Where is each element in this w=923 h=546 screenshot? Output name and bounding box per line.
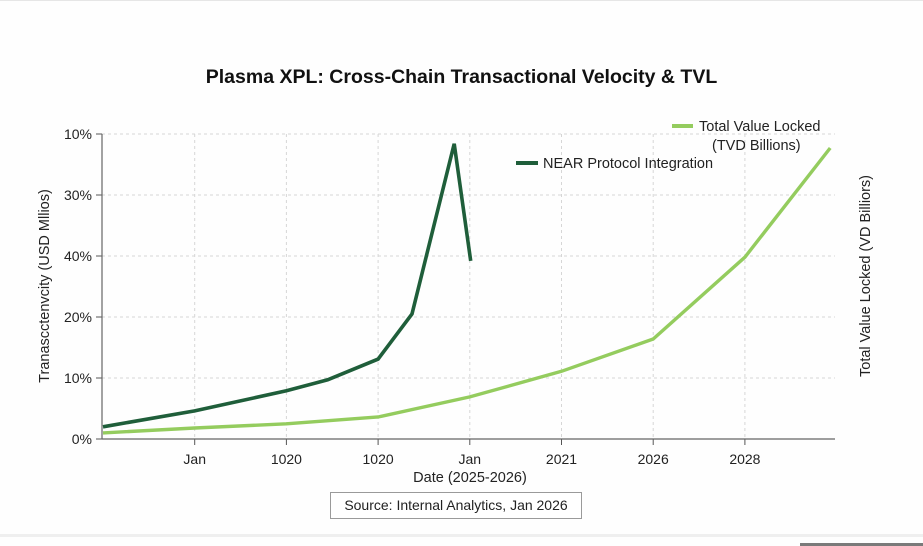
top-edge <box>0 0 923 1</box>
x-tick-label: 2028 <box>729 451 760 467</box>
y-tick-label: 10% <box>64 126 92 142</box>
legend-label-tvl: Total Value Locked <box>699 119 820 135</box>
x-tick-label: 2026 <box>638 451 669 467</box>
legend-item-near[interactable]: NEAR Protocol Integration <box>516 156 713 172</box>
x-tick-labels: Jan 1020 1020 Jan 2021 2026 2028 <box>183 451 760 467</box>
series-lines <box>102 143 832 435</box>
chart-title: Plasma XPL: Cross-Chain Transactional Ve… <box>205 66 718 88</box>
y-tick-label: 40% <box>64 248 92 264</box>
series-line-near <box>102 143 473 429</box>
scrollbar-thumb[interactable] <box>800 543 923 546</box>
source-note: Source: Internal Analytics, Jan 2026 <box>330 492 582 519</box>
y-tick-label: 30% <box>64 187 92 203</box>
grid <box>102 133 835 439</box>
legend-label-tvl-line2: (TVD Billions) <box>712 138 801 154</box>
x-tick-label: 2021 <box>546 451 577 467</box>
axes <box>96 133 835 445</box>
x-tick-label: 1020 <box>363 451 394 467</box>
y-tick-label: 0% <box>72 431 92 447</box>
x-tick-label: 1020 <box>271 451 302 467</box>
y-axis-title: Tranascctenvcity (USD Mllios) <box>37 189 53 383</box>
y-tick-labels: 0% 10% 20% 40% 30% 10% <box>64 126 92 447</box>
x-axis-title: Date (2025-2026) <box>413 470 527 486</box>
x-tick-label: Jan <box>459 451 482 467</box>
legend-item-tvl[interactable]: Total Value Locked (TVD Billions) <box>672 119 820 154</box>
legend: Total Value Locked (TVD Billions) NEAR P… <box>516 119 820 172</box>
x-tick-label: Jan <box>183 451 206 467</box>
y2-axis-title: Total Value Locked (VD Billiors) <box>858 175 874 377</box>
series-line-tvl <box>102 146 832 435</box>
y-tick-label: 20% <box>64 309 92 325</box>
legend-label-near: NEAR Protocol Integration <box>543 156 713 172</box>
y-tick-label: 10% <box>64 370 92 386</box>
bottom-divider <box>0 534 923 537</box>
